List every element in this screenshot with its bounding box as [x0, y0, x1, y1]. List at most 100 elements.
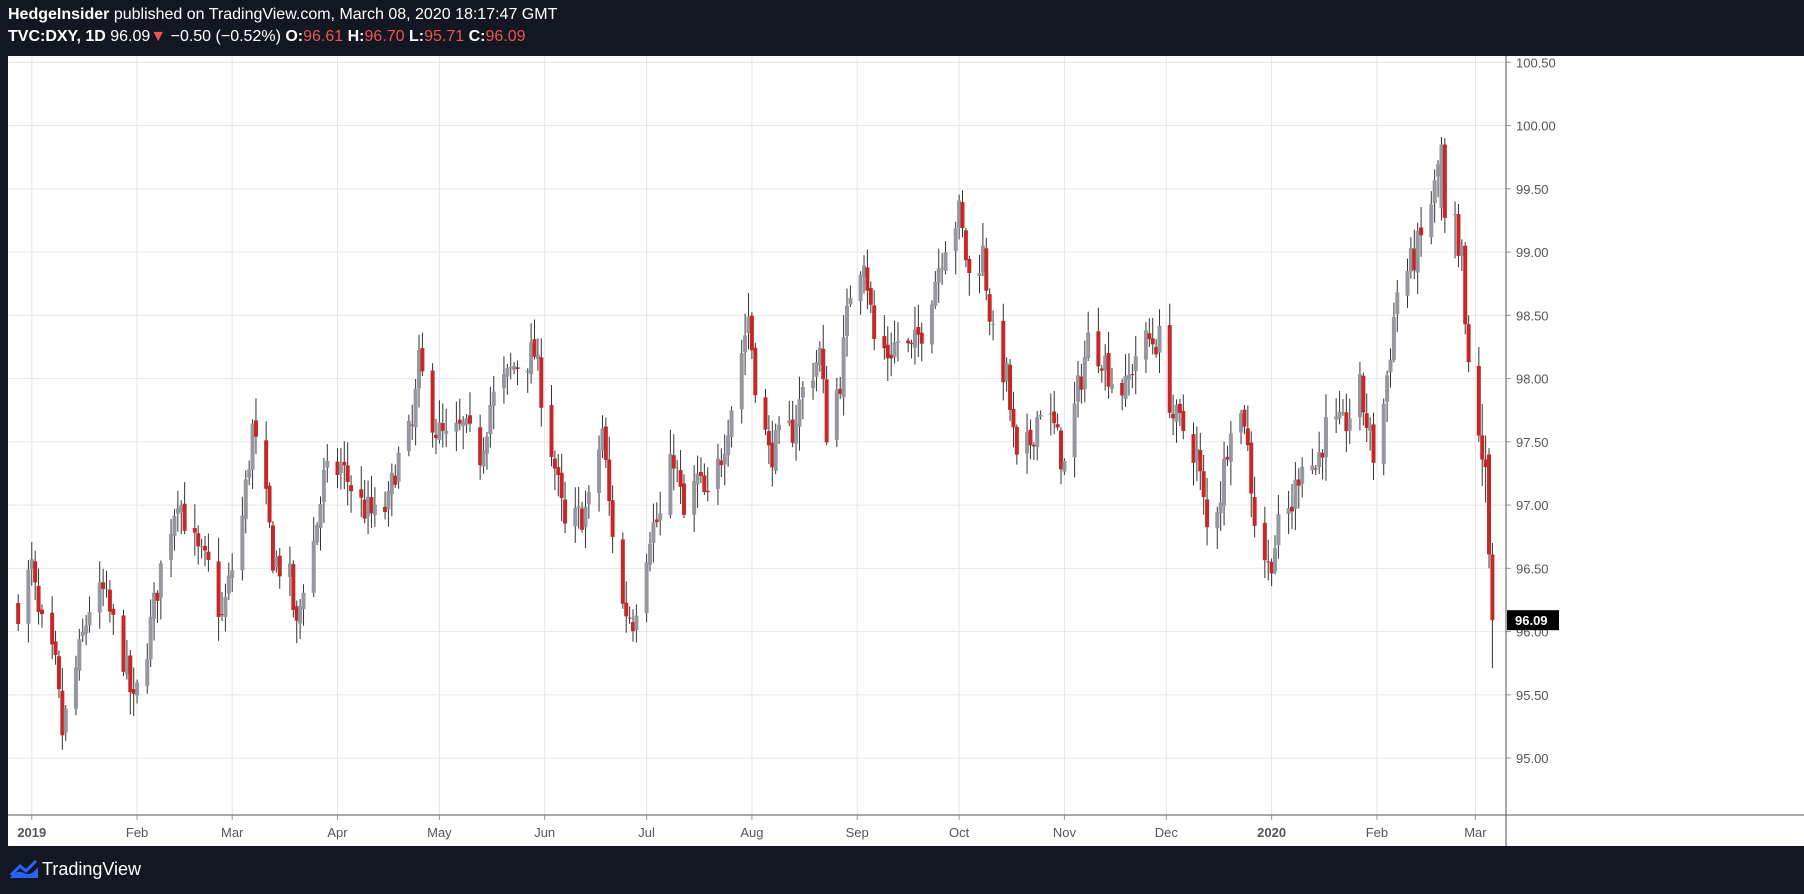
- candle-body: [583, 506, 588, 528]
- candle-body: [800, 387, 805, 398]
- candle: [131, 667, 136, 716]
- candle-body: [967, 258, 972, 274]
- candle-body: [1096, 331, 1101, 367]
- candle: [39, 604, 44, 628]
- high-value: 96.70: [364, 28, 405, 45]
- tradingview-brand[interactable]: TradingView: [42, 859, 142, 879]
- candle-body: [1490, 554, 1495, 621]
- candle: [29, 542, 34, 586]
- candle-body: [777, 424, 782, 431]
- candle-body: [1130, 374, 1135, 376]
- symbol-label[interactable]: TVC:DXY, 1D: [8, 28, 106, 45]
- candle: [980, 222, 985, 277]
- candle-body: [1313, 468, 1318, 470]
- candle-body: [362, 499, 367, 519]
- time-tick-label: Dec: [1155, 825, 1179, 840]
- candle-body: [1174, 404, 1179, 422]
- candle: [267, 482, 272, 528]
- candle: [692, 465, 697, 533]
- candle-body: [987, 294, 992, 322]
- candle: [1215, 506, 1220, 550]
- candle: [1266, 539, 1271, 581]
- candle-body: [512, 366, 517, 370]
- candle-body: [240, 515, 245, 571]
- candle-body: [573, 507, 578, 527]
- candle: [698, 457, 703, 484]
- candle-body: [325, 460, 330, 468]
- candle-body: [1320, 452, 1325, 458]
- candle: [481, 437, 486, 474]
- candle: [862, 255, 866, 294]
- candle-body: [977, 273, 982, 276]
- candle-body: [131, 689, 136, 694]
- candle-body: [858, 274, 863, 302]
- candle: [1079, 363, 1084, 404]
- candle: [872, 290, 877, 351]
- candle: [552, 450, 557, 491]
- candle-body: [624, 602, 629, 617]
- price-axis[interactable]: 95.0095.5096.0096.5097.0097.5098.0098.50…: [1505, 56, 1556, 846]
- candle: [624, 581, 629, 633]
- candle: [73, 655, 78, 716]
- candle: [753, 342, 758, 403]
- candle: [301, 584, 306, 626]
- candle: [919, 322, 924, 362]
- candle: [658, 491, 663, 536]
- candle: [668, 429, 673, 519]
- candle-body: [1408, 248, 1413, 272]
- candle: [318, 496, 323, 551]
- candle: [610, 485, 615, 554]
- candle-body: [1082, 356, 1087, 389]
- candle: [597, 435, 602, 512]
- candle: [1490, 543, 1495, 669]
- candle: [580, 501, 585, 533]
- time-axis[interactable]: 2019 Feb Mar Apr May Jun Jul Aug Sep Oct Nov Dec 202…: [8, 814, 1804, 840]
- candle: [603, 417, 608, 468]
- candle: [366, 480, 371, 535]
- candle: [600, 415, 605, 459]
- candle-body: [1014, 426, 1019, 455]
- candle-body: [216, 561, 221, 617]
- candle: [838, 376, 843, 400]
- candle: [967, 255, 972, 296]
- chart-background: [8, 56, 1804, 846]
- price-tick-label: 98.00: [1516, 372, 1549, 387]
- candle-body: [461, 421, 466, 427]
- candle-body: [770, 442, 775, 468]
- candle-body: [1215, 512, 1220, 529]
- candle: [1154, 339, 1159, 358]
- candle-body: [532, 339, 537, 357]
- tradingview-logo-icon[interactable]: [8, 858, 40, 880]
- candle: [1453, 201, 1458, 259]
- candle: [26, 560, 31, 643]
- candle: [1439, 136, 1444, 221]
- candle-body: [991, 323, 996, 325]
- candle-body: [1361, 375, 1366, 413]
- candle: [1412, 229, 1417, 280]
- candle-body: [865, 267, 870, 291]
- candle: [444, 408, 449, 448]
- candle: [240, 496, 245, 581]
- publisher-name[interactable]: HedgeInsider: [8, 6, 110, 23]
- chart-area[interactable]: 95.00 95.50 96.00 96.50 97.00 97.50 98.00 98.50…: [8, 56, 1804, 846]
- candle: [461, 416, 466, 450]
- candle-body: [335, 461, 340, 476]
- candlestick-chart[interactable]: 95.0095.5096.0096.5097.0097.5098.0098.50…: [8, 56, 1804, 846]
- candle-body: [763, 397, 768, 430]
- candle-body: [620, 539, 625, 604]
- candle-body: [841, 337, 846, 398]
- candle: [335, 448, 340, 489]
- candle: [199, 538, 204, 559]
- candle-body: [1099, 368, 1104, 371]
- candle-body: [124, 656, 129, 674]
- candle: [1296, 468, 1301, 509]
- candle: [929, 300, 934, 354]
- candle: [1429, 191, 1434, 245]
- time-tick-label: Sep: [846, 825, 869, 840]
- open-value: 96.61: [303, 28, 344, 45]
- candle-body: [77, 639, 82, 671]
- candle: [84, 615, 89, 646]
- candle: [797, 376, 802, 451]
- candle-body: [668, 453, 673, 515]
- candle-body: [220, 614, 224, 616]
